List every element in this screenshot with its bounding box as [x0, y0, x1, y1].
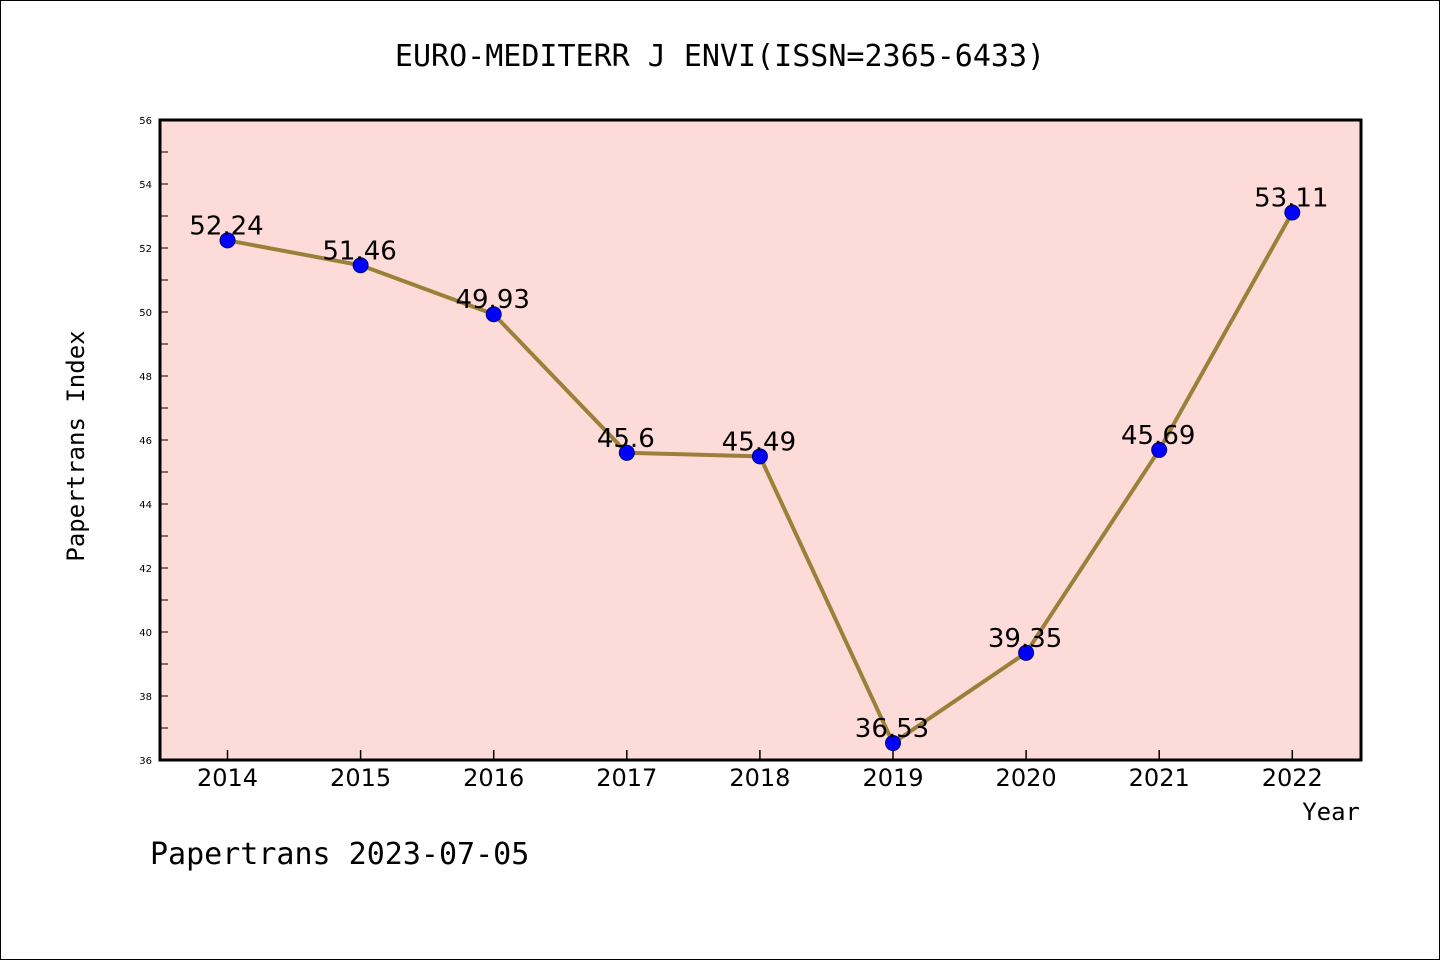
x-tick-label: 2014 [197, 764, 258, 792]
data-point [219, 232, 236, 249]
data-label: 52.24 [189, 211, 263, 241]
x-tick-label: 2017 [596, 764, 657, 792]
data-label: 51.46 [322, 236, 396, 266]
y-tick-label: 40 [139, 628, 152, 639]
series-markers [219, 204, 1301, 752]
data-point [1018, 644, 1035, 661]
x-tick-label: 2020 [996, 764, 1057, 792]
plot-area [158, 118, 1363, 762]
x-tick-label: 2016 [463, 764, 524, 792]
x-tick-label: 2015 [330, 764, 391, 792]
y-tick-label: 44 [139, 500, 152, 511]
data-point [1284, 204, 1301, 221]
data-label: 53.11 [1254, 183, 1328, 213]
x-tick-label: 2018 [729, 764, 790, 792]
x-tick-label: 2019 [862, 764, 923, 792]
chart-title: EURO-MEDITERR J ENVI(ISSN=2365-6433) [395, 39, 1045, 74]
data-point [885, 735, 901, 752]
y-tick-label: 54 [139, 180, 152, 191]
data-point [751, 448, 768, 465]
y-tick-label: 46 [139, 436, 152, 447]
y-tick-label: 56 [139, 116, 152, 127]
data-label: 45.49 [722, 427, 796, 457]
data-labels: 52.24 51.46 49.93 45.6 45.49 36.53 39.35 45.69 5… [189, 183, 1328, 744]
data-label: 45.6 [597, 424, 655, 454]
data-point [485, 306, 502, 323]
x-tick-label: 2021 [1129, 764, 1190, 792]
data-point [1151, 441, 1168, 458]
y-tick-label: 50 [139, 308, 152, 319]
x-axis: 2014 2015 2016 2017 2018 2019 2020 2021 2022 [197, 750, 1323, 792]
y-axis-label: Papertrans Index [62, 330, 90, 561]
data-point [352, 257, 369, 274]
data-point [618, 444, 635, 461]
footer-text: Papertrans 2023-07-05 [150, 837, 529, 872]
data-label: 49.93 [455, 285, 529, 315]
x-tick-label: 2022 [1262, 764, 1323, 792]
data-label: 39.35 [988, 624, 1062, 654]
y-tick-label: 52 [139, 244, 152, 255]
x-axis-label: Year [1302, 798, 1360, 826]
y-tick-label: 42 [139, 564, 152, 575]
y-tick-label: 38 [139, 692, 152, 703]
y-axis: 36 38 40 42 44 46 48 50 52 54 56 [139, 116, 168, 767]
y-tick-label: 36 [139, 756, 152, 767]
data-label: 45.69 [1121, 421, 1195, 451]
y-tick-label: 48 [139, 372, 152, 383]
data-label: 36.53 [855, 714, 929, 744]
